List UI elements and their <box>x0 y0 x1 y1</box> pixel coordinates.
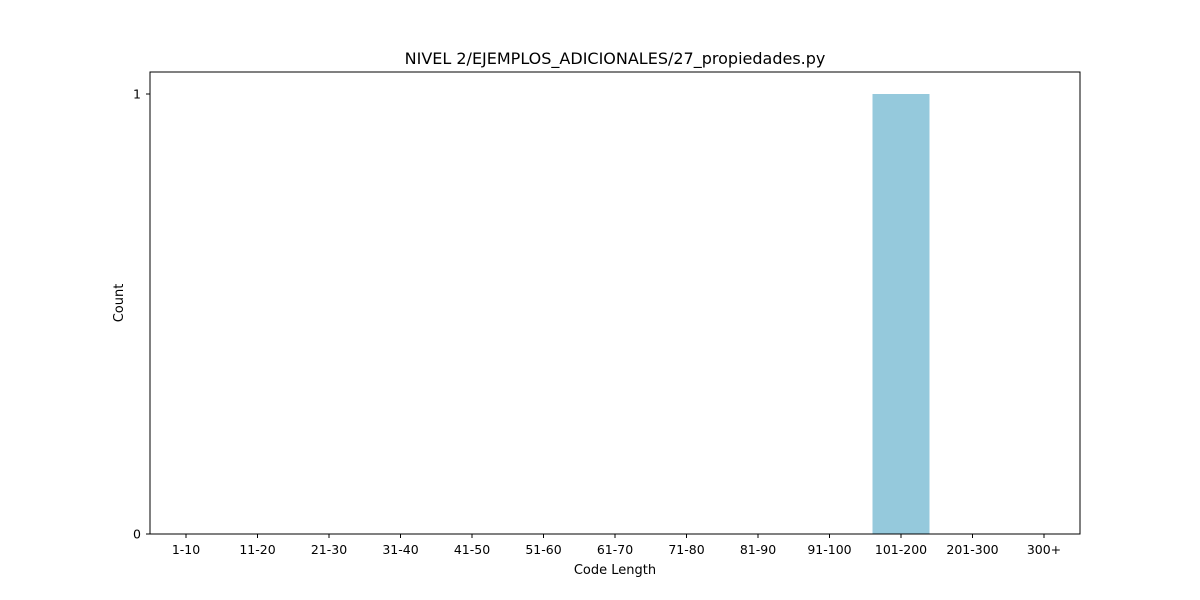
y-tick-label: 1 <box>133 87 141 102</box>
x-tick-label: 91-100 <box>807 542 851 557</box>
bar-101-200 <box>872 94 930 534</box>
x-tick-label: 41-50 <box>454 542 490 557</box>
x-tick-label: 21-30 <box>311 542 347 557</box>
y-tick-label: 0 <box>133 527 141 542</box>
x-tick-label: 71-80 <box>668 542 704 557</box>
y-axis-label: Count <box>112 284 127 323</box>
x-tick-label: 1-10 <box>172 542 200 557</box>
x-tick-label: 51-60 <box>525 542 561 557</box>
x-axis-ticks: 1-10 11-20 21-30 31-40 41-50 51-60 61-70 71-80 8… <box>172 534 1061 557</box>
y-axis-ticks: 01 <box>133 87 150 542</box>
x-tick-label: 101-200 <box>875 542 927 557</box>
bars-group <box>872 94 930 534</box>
x-tick-label: 81-90 <box>740 542 776 557</box>
x-axis-label: Code Length <box>574 563 656 578</box>
x-tick-label: 61-70 <box>597 542 633 557</box>
x-tick-label: 11-20 <box>239 542 275 557</box>
plot-frame <box>149 71 1081 535</box>
x-tick-label: 201-300 <box>946 542 998 557</box>
chart-title: NIVEL 2/EJEMPLOS_ADICIONALES/27_propieda… <box>405 49 826 69</box>
x-tick-label: 300+ <box>1027 542 1061 557</box>
x-tick-label: 31-40 <box>382 542 418 557</box>
